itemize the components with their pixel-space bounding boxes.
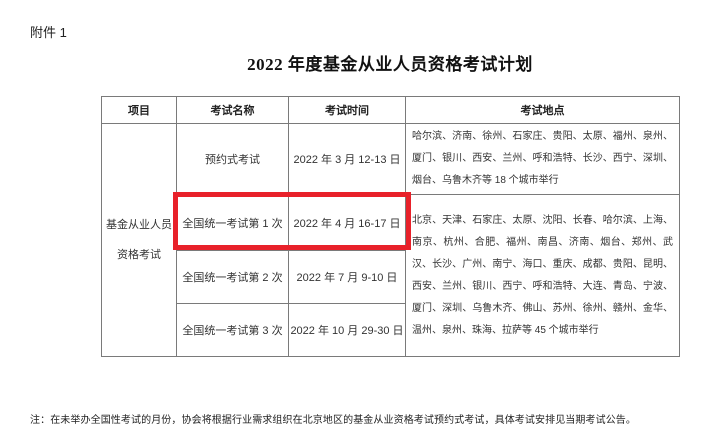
- cell-exam-time: 2022 年 4 月 16-17 日: [288, 194, 406, 251]
- cell-exam-time: 2022 年 10 月 29-30 日: [288, 303, 406, 357]
- header-cell-exam-name: 考试名称: [176, 96, 289, 124]
- cell-exam-name: 全国统一考试第 2 次: [176, 250, 289, 304]
- cell-exam-time: 2022 年 3 月 12-13 日: [288, 123, 406, 195]
- header-cell-project: 项目: [101, 96, 177, 124]
- document-title: 2022 年度基金从业人员资格考试计划: [247, 55, 533, 74]
- cell-exam-name: 全国统一考试第 3 次: [176, 303, 289, 357]
- table-row-national-exam-1: 全国统一考试第 1 次 2022 年 4 月 16-17 日 北京、天津、石家庄…: [102, 194, 680, 357]
- table-row-national-exam-3: 全国统一考试第 3 次 2022 年 10 月 29-30 日: [102, 303, 680, 357]
- cell-exam-location-reserved: 哈尔滨、济南、徐州、石家庄、贵阳、太原、福州、泉州、厦门、银川、西安、兰州、呼和…: [405, 123, 680, 195]
- exam-schedule-table: 项目 考试名称 考试时间 考试地点 基金从业人员 资格考试 预约式考试 2022…: [101, 96, 680, 357]
- table-row-reserved-exam: 基金从业人员 资格考试 预约式考试 2022 年 3 月 12-13 日 哈尔滨…: [101, 123, 680, 357]
- attachment-label: 附件 1: [30, 25, 67, 40]
- cell-exam-location-national: 北京、天津、石家庄、太原、沈阳、长春、哈尔滨、上海、南京、杭州、合肥、福州、南昌…: [405, 194, 680, 357]
- project-name-line2: 资格考试: [117, 249, 161, 261]
- cell-exam-time: 2022 年 7 月 9-10 日: [288, 250, 406, 304]
- project-name-line1: 基金从业人员: [106, 219, 172, 231]
- table-header-row: 项目 考试名称 考试时间 考试地点: [101, 96, 680, 124]
- footnote: 注：在未举办全国性考试的月份，协会将根据行业需求组织在北京地区的基金从业资格考试…: [30, 415, 636, 426]
- cell-exam-name: 预约式考试: [176, 123, 289, 195]
- table-row-national-exam-2: 全国统一考试第 2 次 2022 年 7 月 9-10 日: [102, 250, 680, 304]
- cell-exam-name: 全国统一考试第 1 次: [176, 194, 289, 251]
- header-cell-exam-location: 考试地点: [405, 96, 680, 124]
- header-cell-exam-time: 考试时间: [288, 96, 406, 124]
- cell-project: 基金从业人员 资格考试: [101, 123, 177, 357]
